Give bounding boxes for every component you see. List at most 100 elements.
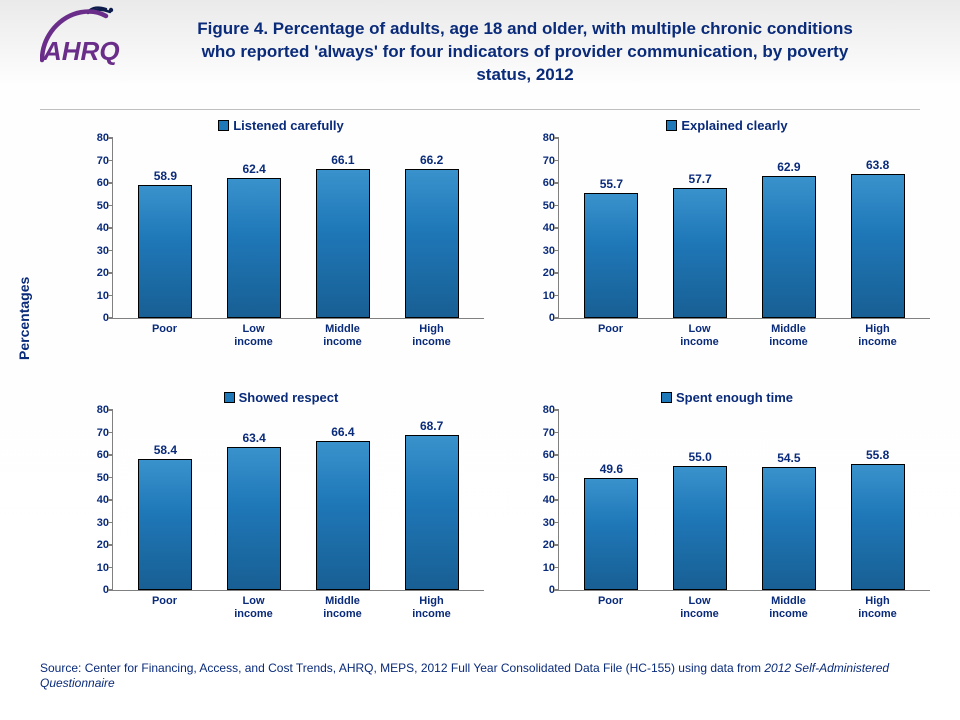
y-tick-label: 50: [529, 200, 555, 212]
y-tick-label: 0: [83, 312, 109, 324]
source-note: Source: Center for Financing, Access, an…: [40, 661, 920, 692]
bar-value-label: 62.4: [242, 162, 265, 176]
y-tick-label: 40: [83, 222, 109, 234]
bar-rect: [138, 185, 192, 318]
bar: 68.7: [403, 419, 461, 590]
bar: 58.9: [136, 169, 194, 318]
figure-title: Figure 4. Percentage of adults, age 18 a…: [40, 12, 920, 97]
y-tick-label: 10: [83, 562, 109, 574]
y-tick-label: 10: [529, 290, 555, 302]
bar-value-label: 55.0: [688, 450, 711, 464]
y-tick-label: 70: [529, 427, 555, 439]
x-label: Highincome: [403, 323, 461, 348]
y-tick-label: 30: [529, 517, 555, 529]
bar-rect: [584, 193, 638, 318]
y-tick-label: 40: [529, 494, 555, 506]
bar-value-label: 68.7: [420, 419, 443, 433]
bar-rect: [316, 169, 370, 318]
x-labels: PoorLow incomeMiddle incomeHigh income: [558, 591, 930, 620]
bar-value-label: 54.5: [777, 451, 800, 465]
y-tick-label: 70: [529, 155, 555, 167]
bar: 54.5: [760, 451, 818, 590]
x-label: Poor: [582, 595, 640, 620]
y-tick-label: 20: [529, 539, 555, 551]
bars-container: 58.463.466.468.7: [113, 411, 484, 590]
bar-rect: [405, 435, 459, 590]
x-label: Middleincome: [760, 323, 818, 348]
y-tick-label: 70: [83, 427, 109, 439]
ahrq-logo: AHRQ: [40, 6, 140, 73]
legend-swatch: [666, 120, 677, 131]
plot-area: 0102030405060708055.757.762.963.8: [558, 139, 930, 319]
x-label: Middleincome: [314, 323, 372, 348]
x-label: Low income: [225, 595, 283, 620]
bar-rect: [227, 178, 281, 318]
chart-panel: Spent enough time0102030405060708049.655…: [524, 390, 930, 640]
plot-area: 0102030405060708058.463.466.468.7: [112, 411, 484, 591]
x-labels: PoorLow incomeMiddle incomeHigh income: [112, 591, 484, 620]
chart-grid: Listened carefully 0 10 20 30 40 50 60 70 80 58.9 6…: [78, 118, 930, 640]
bars-container: 49.6 55.0 54.5 55.8: [559, 411, 930, 590]
y-tick-label: 80: [529, 404, 555, 416]
bar: 66.1: [314, 153, 372, 318]
y-tick-label: 60: [83, 449, 109, 461]
chart-panel: Showed respect0102030405060708058.463.46…: [78, 390, 484, 640]
y-tick-label: 80: [529, 132, 555, 144]
x-label: Poor: [136, 595, 194, 620]
bar: 63.8: [849, 158, 907, 318]
y-tick-label: 40: [529, 222, 555, 234]
bars-container: 58.962.466.166.2: [113, 139, 484, 318]
bar-rect: [851, 174, 905, 318]
x-labels: PoorLow incomeMiddleincomeHighincome: [112, 319, 484, 348]
bars-container: 55.7 57.7 62.9 63.8: [559, 139, 930, 318]
x-label: High income: [849, 595, 907, 620]
bar-value-label: 49.6: [600, 462, 623, 476]
bar: 58.4: [136, 443, 194, 590]
bar-rect: [138, 459, 192, 590]
bar: 49.6: [582, 462, 640, 590]
legend-label: Showed respect: [239, 390, 339, 405]
legend-swatch: [661, 392, 672, 403]
y-tick-label: 70: [83, 155, 109, 167]
y-tick-label: 20: [529, 267, 555, 279]
bar: 62.4: [225, 162, 283, 318]
y-tick-label: 50: [83, 200, 109, 212]
y-tick-label: 30: [83, 517, 109, 529]
y-tick-label: 60: [83, 177, 109, 189]
bar: 55.7: [582, 177, 640, 318]
bar: 66.4: [314, 425, 372, 590]
bar-rect: [673, 188, 727, 318]
chart-legend: Listened carefully: [78, 118, 484, 133]
x-label: Low income: [225, 323, 283, 348]
bar-value-label: 58.4: [154, 443, 177, 457]
source-text: Source: Center for Financing, Access, an…: [40, 661, 764, 675]
header: AHRQ Figure 4. Percentage of adults, age…: [0, 0, 960, 105]
bar-rect: [851, 464, 905, 590]
x-label: Low income: [671, 595, 729, 620]
y-tick-label: 40: [83, 494, 109, 506]
bar-value-label: 63.8: [866, 158, 889, 172]
y-tick-label: 50: [83, 472, 109, 484]
bar-rect: [227, 447, 281, 590]
divider: [40, 109, 920, 110]
y-tick-label: 20: [83, 539, 109, 551]
bar-rect: [316, 441, 370, 590]
y-tick-label: 50: [529, 472, 555, 484]
y-tick-label: 30: [529, 245, 555, 257]
bar-value-label: 66.1: [331, 153, 354, 167]
y-tick-label: 60: [529, 177, 555, 189]
bar-rect: [405, 169, 459, 318]
legend-label: Spent enough time: [676, 390, 793, 405]
chart-legend: Showed respect: [78, 390, 484, 405]
y-tick-label: 10: [83, 290, 109, 302]
bar-value-label: 55.8: [866, 448, 889, 462]
chart-panel: Listened carefully0102030405060708058.96…: [78, 118, 484, 368]
bar: 62.9: [760, 160, 818, 318]
plot-area: 0102030405060708058.962.466.166.2: [112, 139, 484, 319]
bar-rect: [673, 466, 727, 590]
plot-area: 0102030405060708049.655.054.555.8: [558, 411, 930, 591]
bar: 57.7: [671, 172, 729, 318]
x-label: Poor: [582, 323, 640, 348]
x-label: High income: [403, 595, 461, 620]
bar: 55.8: [849, 448, 907, 590]
